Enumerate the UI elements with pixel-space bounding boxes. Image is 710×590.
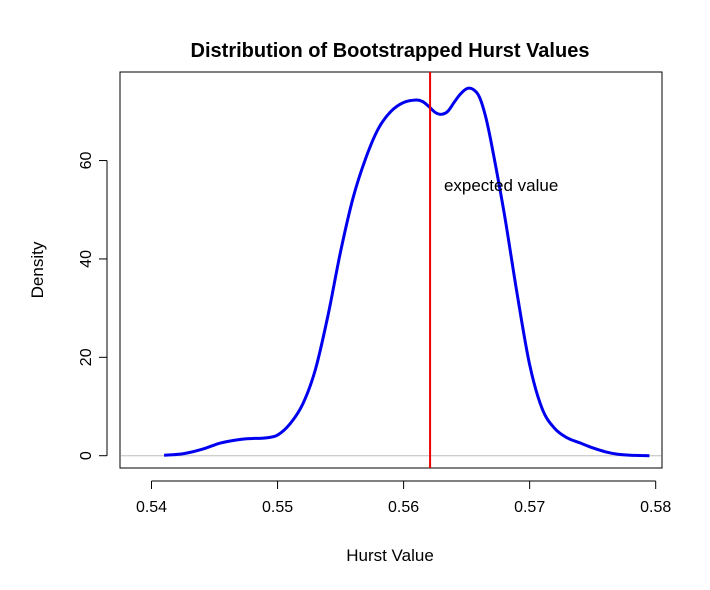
- y-axis-label: Density: [28, 241, 47, 298]
- annotation-expected-value: expected value: [444, 176, 558, 195]
- x-axis-label: Hurst Value: [346, 546, 434, 565]
- y-axis: 0 20 40 60: [78, 152, 108, 460]
- x-tick-label: 0.57: [514, 499, 545, 516]
- x-tick-label: 0.56: [388, 499, 419, 516]
- y-tick-label: 40: [78, 250, 95, 268]
- x-axis: 0.54 0.55 0.56 0.57 0.58: [136, 480, 671, 516]
- series-line-density: [164, 86, 650, 458]
- y-tick-label: 60: [78, 152, 95, 170]
- y-tick-label: 0: [78, 451, 95, 460]
- y-tick-label: 20: [78, 348, 95, 366]
- x-tick-label: 0.55: [262, 499, 293, 516]
- x-tick-label: 0.54: [136, 499, 167, 516]
- chart-title: Distribution of Bootstrapped Hurst Value…: [191, 40, 590, 62]
- plot-frame: [119, 71, 663, 469]
- x-tick-label: 0.58: [640, 499, 671, 516]
